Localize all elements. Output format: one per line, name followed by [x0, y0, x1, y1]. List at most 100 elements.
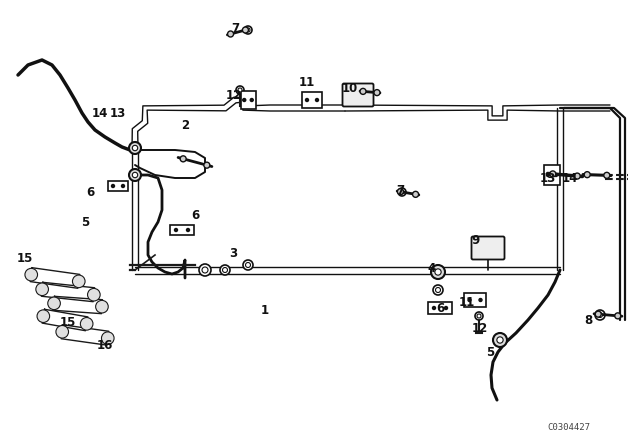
Polygon shape	[42, 282, 95, 302]
FancyBboxPatch shape	[472, 237, 504, 259]
Circle shape	[72, 275, 85, 288]
Circle shape	[554, 173, 557, 177]
Circle shape	[48, 297, 60, 310]
Circle shape	[102, 332, 114, 345]
Text: 12: 12	[226, 89, 242, 102]
Bar	[544, 165, 560, 185]
Text: 13: 13	[110, 107, 126, 120]
Bar	[428, 302, 452, 314]
Circle shape	[129, 142, 141, 154]
Circle shape	[468, 298, 471, 302]
Circle shape	[477, 314, 481, 318]
Circle shape	[199, 264, 211, 276]
Text: 6: 6	[436, 302, 444, 314]
Circle shape	[550, 171, 556, 177]
Circle shape	[88, 289, 100, 301]
Circle shape	[132, 145, 138, 151]
Circle shape	[238, 88, 242, 92]
Circle shape	[81, 318, 93, 330]
Polygon shape	[30, 268, 80, 288]
Text: 10: 10	[342, 82, 358, 95]
Circle shape	[36, 283, 49, 296]
Polygon shape	[54, 296, 102, 314]
Text: 15: 15	[17, 251, 33, 264]
Circle shape	[56, 326, 68, 338]
Circle shape	[37, 310, 50, 323]
Circle shape	[398, 188, 406, 196]
Circle shape	[220, 265, 230, 275]
Bar	[302, 92, 322, 108]
Circle shape	[615, 313, 621, 319]
Circle shape	[400, 190, 404, 194]
Circle shape	[175, 228, 177, 232]
Text: 8: 8	[584, 314, 592, 327]
Text: 3: 3	[229, 246, 237, 259]
Circle shape	[316, 99, 319, 102]
Text: 13: 13	[540, 172, 556, 185]
Circle shape	[435, 269, 441, 275]
Circle shape	[186, 228, 189, 232]
Circle shape	[574, 173, 580, 179]
Circle shape	[180, 156, 186, 162]
Circle shape	[132, 172, 138, 178]
Text: 16: 16	[97, 339, 113, 352]
Circle shape	[228, 31, 234, 37]
Circle shape	[475, 312, 483, 320]
Circle shape	[246, 28, 250, 32]
Text: 5: 5	[81, 215, 89, 228]
Text: 14: 14	[92, 107, 108, 120]
Circle shape	[374, 90, 380, 95]
Circle shape	[202, 267, 208, 273]
Text: 7: 7	[231, 22, 239, 34]
Circle shape	[244, 26, 252, 34]
Circle shape	[111, 185, 115, 188]
Text: 5: 5	[486, 345, 494, 358]
Circle shape	[397, 189, 403, 195]
Circle shape	[95, 300, 108, 313]
Circle shape	[25, 268, 38, 281]
Circle shape	[595, 310, 605, 320]
Text: 2: 2	[181, 119, 189, 132]
Circle shape	[598, 313, 602, 318]
Bar	[170, 225, 194, 235]
Circle shape	[433, 285, 443, 295]
Text: 6: 6	[86, 185, 94, 198]
Bar	[241, 91, 255, 109]
Circle shape	[246, 263, 250, 267]
Circle shape	[547, 173, 550, 177]
Text: C0304427: C0304427	[547, 423, 590, 432]
Circle shape	[243, 260, 253, 270]
Circle shape	[431, 265, 445, 279]
Circle shape	[433, 306, 435, 310]
Bar	[464, 293, 486, 307]
Circle shape	[223, 267, 227, 272]
Circle shape	[584, 172, 590, 178]
Bar	[108, 181, 128, 191]
Circle shape	[129, 169, 141, 181]
Circle shape	[493, 333, 507, 347]
Polygon shape	[42, 309, 88, 331]
Text: 9: 9	[472, 233, 480, 246]
Circle shape	[413, 191, 419, 197]
Text: 12: 12	[472, 322, 488, 335]
Polygon shape	[61, 325, 109, 345]
Circle shape	[243, 99, 246, 102]
Circle shape	[545, 170, 555, 180]
Circle shape	[360, 88, 366, 95]
Circle shape	[445, 306, 447, 310]
Circle shape	[547, 172, 552, 177]
Text: 6: 6	[191, 208, 199, 221]
Circle shape	[595, 311, 601, 317]
Text: 15: 15	[60, 315, 76, 328]
Circle shape	[250, 99, 253, 102]
Circle shape	[204, 162, 210, 168]
Circle shape	[236, 86, 244, 94]
Text: 11: 11	[459, 296, 475, 309]
Text: 1: 1	[261, 303, 269, 316]
Text: 4: 4	[428, 262, 436, 275]
Circle shape	[305, 99, 308, 102]
FancyBboxPatch shape	[342, 83, 374, 107]
Circle shape	[435, 288, 440, 293]
Text: 11: 11	[299, 76, 315, 89]
Text: 14: 14	[562, 172, 578, 185]
